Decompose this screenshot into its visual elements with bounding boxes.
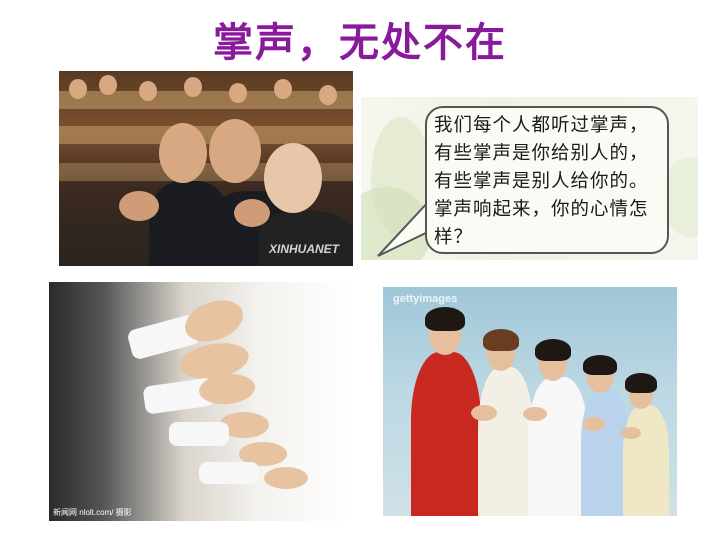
photo-watermark: gettyimages [393, 293, 458, 305]
slide-title: 掌声，无处不在 [213, 20, 507, 66]
photo-watermark: 新闻网 nlolt.com/ 摄影 [53, 508, 132, 517]
photo-conference-applause: XINHUANET [59, 71, 353, 266]
photo-watermark: XINHUANET [268, 242, 339, 256]
speech-bubble-tail [377, 199, 433, 257]
speech-bubble-text: 我们每个人都听过掌声，有些掌声是你给别人的，有些掌声是别人给你的。掌声响起来，你… [434, 115, 649, 248]
speech-bubble [425, 106, 669, 254]
photo-clapping-hands: 新闻网 nlolt.com/ 摄影 [49, 282, 349, 521]
photo-young-people-clapping: gettyimages [383, 287, 677, 516]
